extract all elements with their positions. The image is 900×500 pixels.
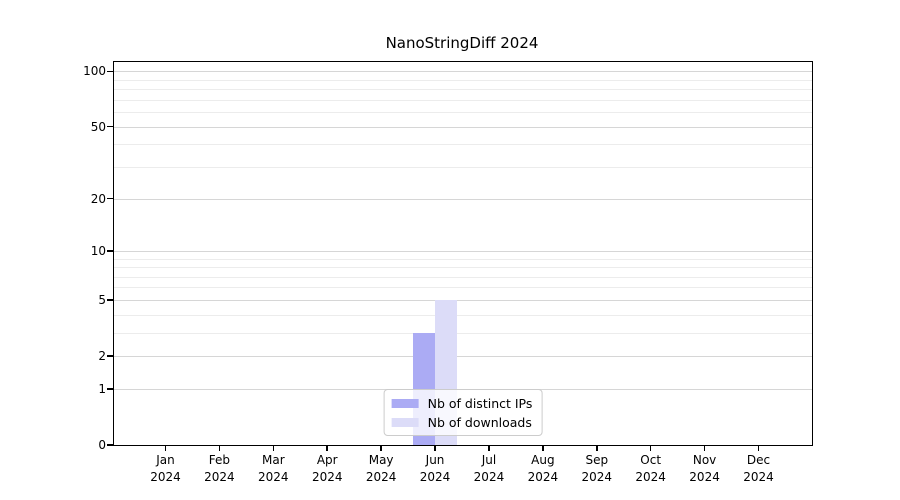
y-tick [106,444,113,446]
y-gridline-minor [114,267,812,269]
x-tick [218,445,221,451]
x-tick-label-line: 2024 [743,469,774,484]
x-tick-label: Jul 2024 [459,452,519,485]
x-tick [542,445,544,451]
x-tick-label-line: 2024 [635,469,666,484]
x-tick-label-line: Feb [208,453,231,467]
x-tick-label: Dec 2024 [728,452,788,485]
y-tick [106,388,113,390]
x-tick-label: Feb 2024 [189,452,249,485]
x-tick-label: Oct 2024 [621,452,681,485]
x-tick-label: Jan 2024 [136,452,196,485]
legend: Nb of distinct IPs Nb of downloads [383,389,543,436]
y-tick-label: 0 [98,438,106,452]
x-tick-label-line: Aug [531,453,555,467]
y-tick-label: 10 [90,243,106,258]
y-tick [106,355,113,357]
y-gridline-minor [114,89,812,91]
x-tick-label: Jun 2024 [405,452,465,485]
x-tick-label-line: 2024 [473,469,505,484]
x-tick-label-line: Jul [481,453,497,467]
legend-item-distinct-ips: Nb of distinct IPs [391,394,533,412]
y-tick [106,125,113,128]
y-gridline-minor [114,99,812,101]
plot-area: Nb of distinct IPs Nb of downloads 0 1 2 5 1… [83,61,813,484]
y-gridline-minor [114,314,812,316]
y-gridline-major [114,71,812,73]
y-gridline-minor [114,258,812,260]
chart-title: NanoStringDiff 2024 [385,34,539,52]
x-tick [326,445,328,451]
legend-swatch-distinct-ips [391,398,419,408]
y-gridline-major [114,299,812,301]
x-tick-label: Nov 2024 [675,452,735,485]
y-tick-label: 50 [90,119,106,134]
y-tick [106,299,113,301]
x-tick-label-line: Sep [585,453,609,467]
x-tick [703,445,706,451]
x-tick [164,445,167,451]
y-gridline-minor [114,112,812,114]
x-tick-label-line: Mar [261,453,285,467]
legend-swatch-downloads [391,417,419,427]
y-gridline-major [114,198,812,200]
x-tick-label-line: 2024 [311,469,343,484]
x-tick-label-line: 2024 [204,469,235,484]
x-tick [488,445,490,451]
x-tick-label-line: Oct [640,453,662,467]
y-tick [106,197,113,200]
legend-label-distinct-ips: Nb of distinct IPs [427,395,533,411]
y-gridline-minor [114,79,812,81]
x-tick-label-line: May [368,453,394,467]
x-tick-label: Aug 2024 [513,452,573,485]
x-tick [380,445,382,451]
y-gridline-major [114,356,812,358]
legend-label-downloads: Nb of downloads [427,414,532,430]
x-tick-label-line: 2024 [689,469,720,484]
x-tick-label: May 2024 [351,452,411,485]
x-tick-label-line: 2024 [150,469,181,484]
y-gridline-major [114,250,812,252]
y-tick [106,70,113,73]
x-tick-label-line: Dec [746,453,771,467]
x-tick [757,445,760,451]
y-tick [106,250,113,252]
y-gridline-minor [114,144,812,146]
x-tick-label-line: 2024 [419,469,451,484]
y-gridline-major [114,126,812,128]
x-tick [434,445,436,451]
y-gridline-minor [114,276,812,278]
x-tick-label: Mar 2024 [243,452,303,485]
x-tick [649,445,652,451]
x-tick [272,445,275,451]
x-tick-label: Apr 2024 [297,452,357,485]
x-tick-label-line: 2024 [365,469,397,484]
x-tick-label-line: Apr [316,453,338,467]
y-tick-label: 2 [98,349,106,364]
x-tick-label-line: 2024 [258,469,289,484]
y-gridline-minor [114,332,812,334]
legend-item-downloads: Nb of downloads [391,413,533,431]
y-gridline-minor [114,167,812,168]
x-tick-label-line: 2024 [527,469,559,484]
y-tick-label: 20 [90,191,106,206]
x-tick-label: Sep 2024 [567,452,627,485]
x-tick [596,445,598,451]
x-tick-label-line: 2024 [581,469,613,484]
y-tick-label: 100 [83,64,106,79]
y-tick-label: 5 [98,292,106,307]
x-tick-label-line: Nov [692,453,717,467]
x-tick-label-line: Jun [425,453,445,467]
y-gridline-minor [114,287,812,289]
x-tick-label-line: Jan [156,453,175,467]
y-tick-label: 1 [98,381,106,396]
